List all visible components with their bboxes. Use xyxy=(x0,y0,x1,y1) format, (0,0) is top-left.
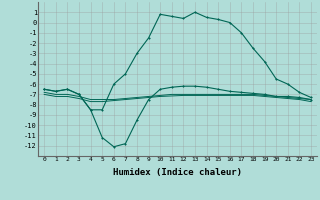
X-axis label: Humidex (Indice chaleur): Humidex (Indice chaleur) xyxy=(113,168,242,177)
